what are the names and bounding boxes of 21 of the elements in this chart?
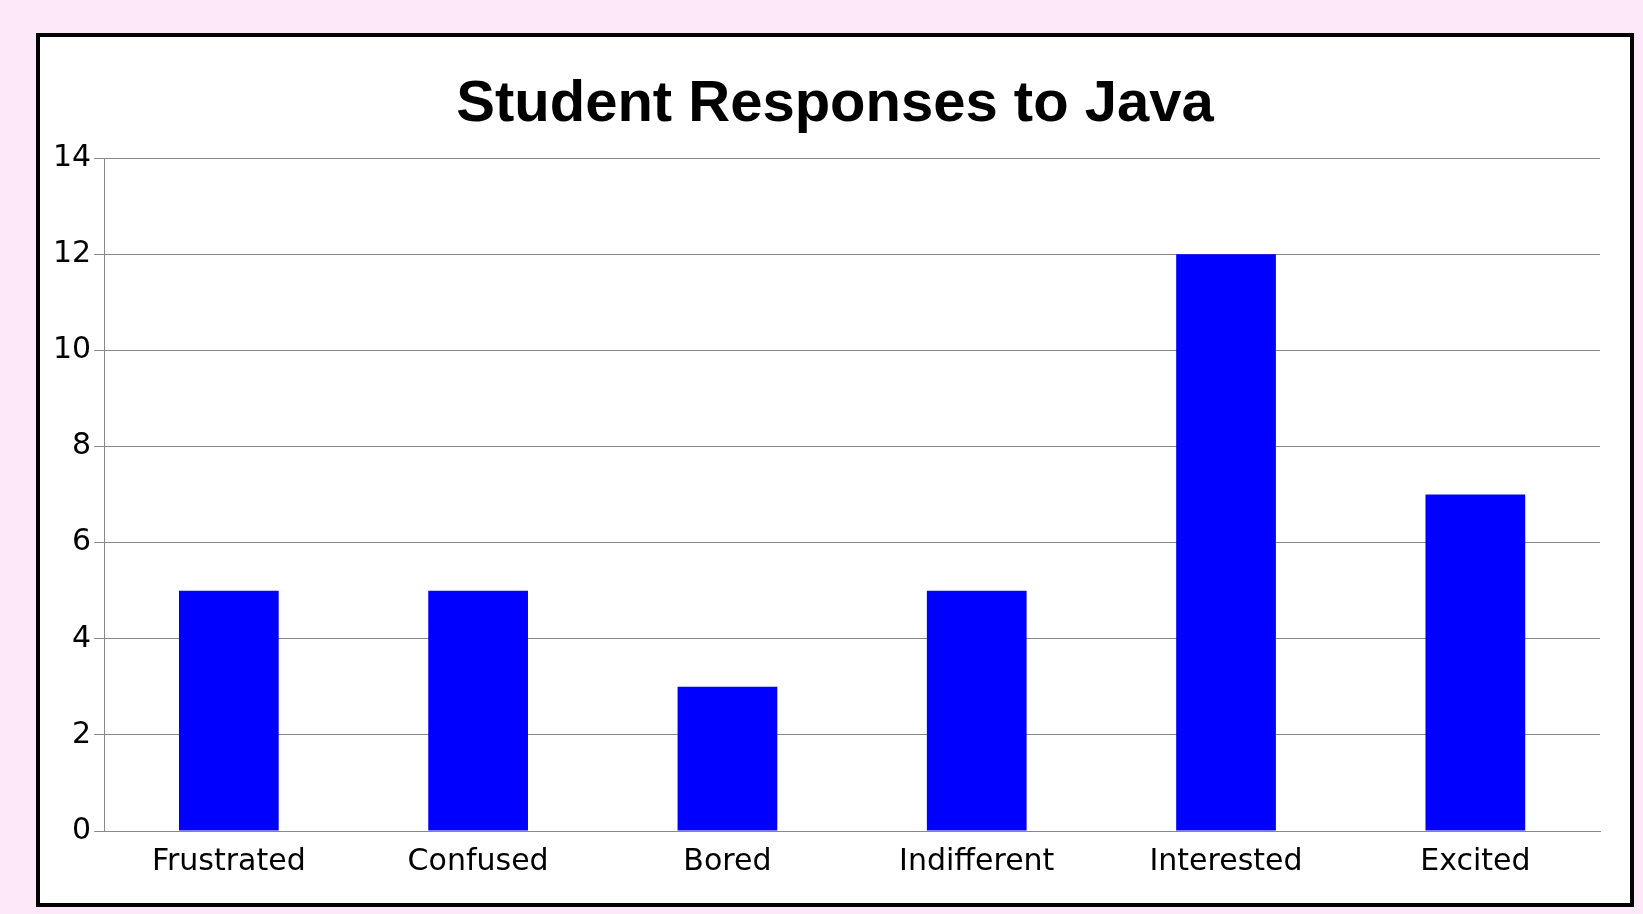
x-tick-label: Frustrated [151,841,306,877]
bar [926,590,1027,831]
y-tick-label: 10 [52,330,92,366]
x-tick-label: Indifferent [899,841,1055,877]
x-tick-label: Interested [1149,841,1303,877]
bar [428,590,528,831]
y-tick-label: 2 [72,714,92,750]
y-tick-label: 4 [72,618,92,654]
y-tick-label: 14 [52,137,92,173]
x-tick-label: Bored [683,841,772,877]
bar [178,590,279,831]
y-tick-label: 6 [72,522,92,558]
y-tick-label: 12 [52,233,92,269]
chart-title: Student Responses to Java [455,67,1215,135]
y-tick-label: 0 [72,810,92,846]
x-tick-label: Confused [407,841,549,877]
bar [1176,254,1276,831]
y-tick-label: 8 [72,426,92,462]
bar [677,686,778,831]
x-tick-label: Excited [1420,841,1531,877]
bar [1425,494,1526,831]
